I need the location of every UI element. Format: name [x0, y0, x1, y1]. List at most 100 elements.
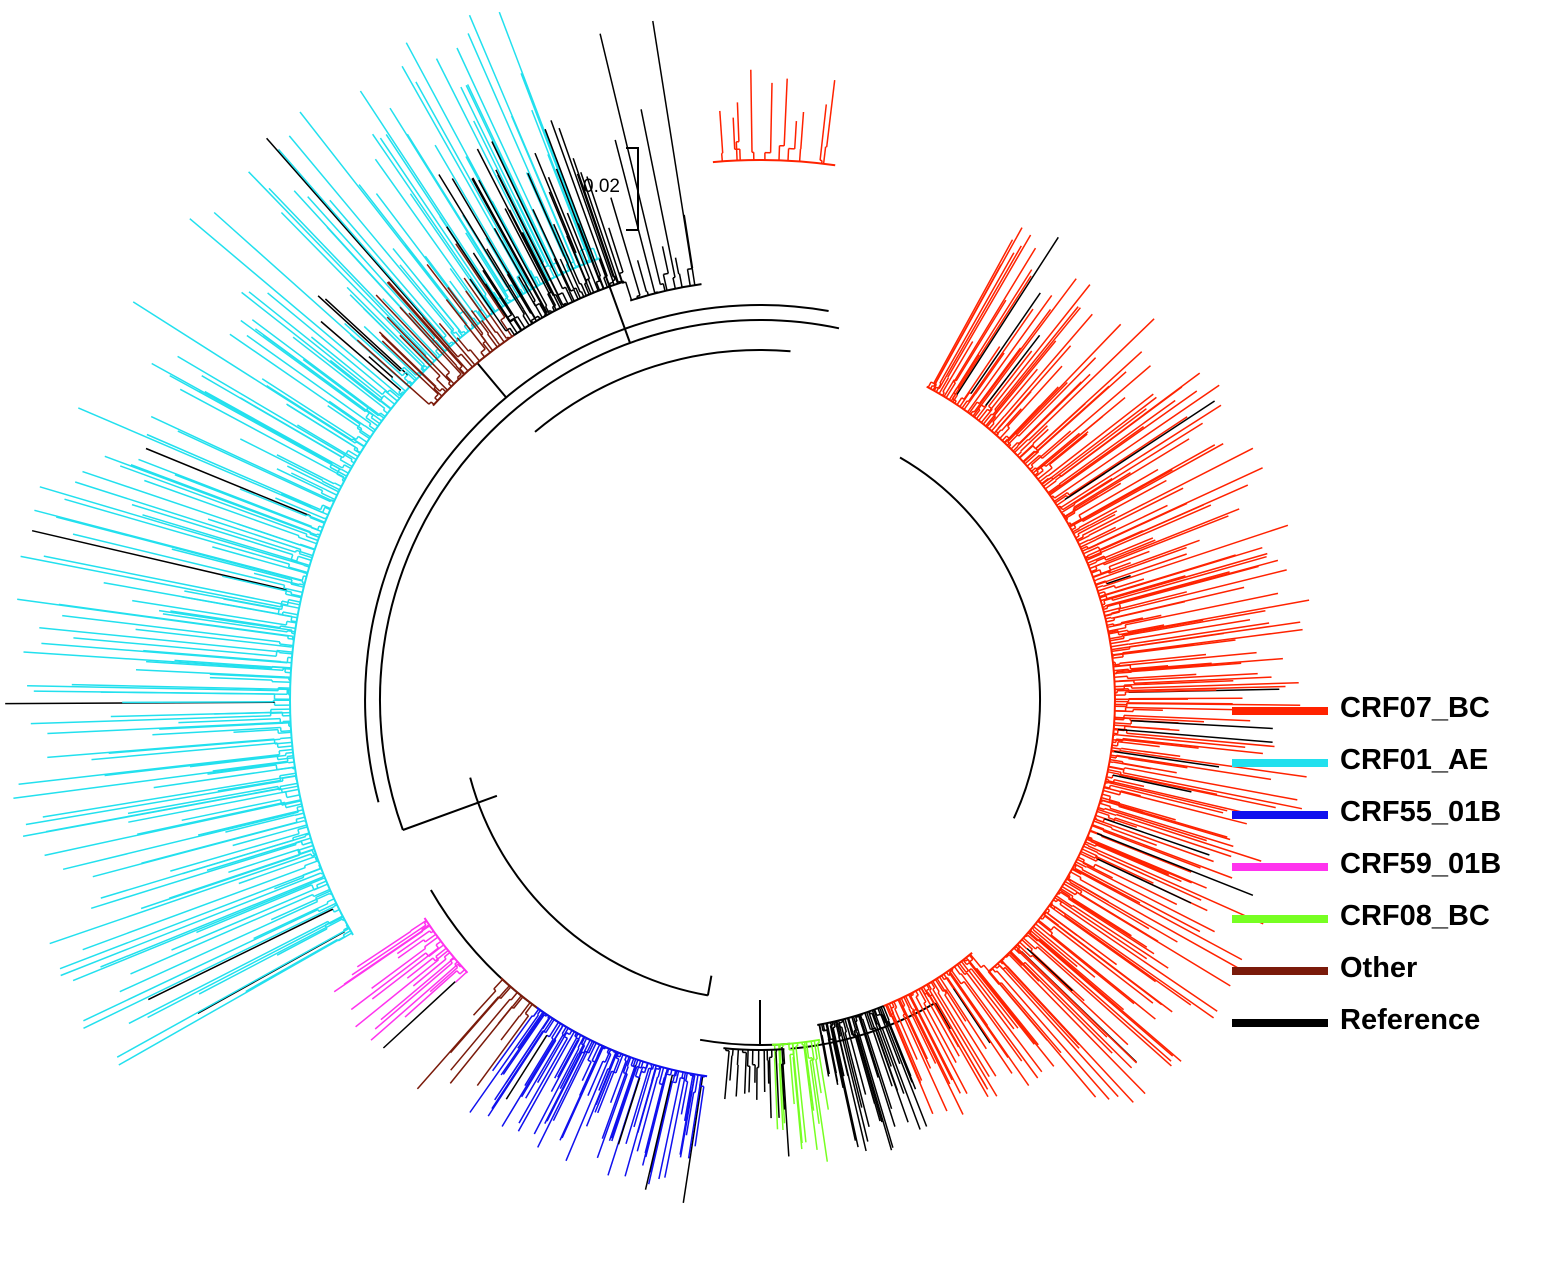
clade-sub-arc [890, 1015, 893, 1018]
clade-sub-arc [480, 348, 486, 353]
clade-branch [672, 277, 677, 289]
leaf-branch [536, 1032, 568, 1083]
leaf-branch [923, 1002, 957, 1063]
clade-branch [1114, 679, 1134, 683]
backbone-arc [378, 318, 840, 831]
clade-branch [352, 438, 365, 447]
clade-sub-arc [279, 775, 282, 781]
clade-branch [1104, 613, 1112, 617]
leaf-branch [498, 11, 591, 250]
leaf-branch [544, 1045, 586, 1124]
leaf-branch [1035, 928, 1096, 978]
leaf-branch [381, 340, 439, 395]
clade-branch [322, 483, 339, 493]
leaf-branch [324, 298, 409, 376]
leaf-branch [743, 1052, 748, 1094]
leaf-branch [162, 613, 288, 633]
legend-swatch-crf59-01b [1232, 863, 1328, 871]
leaf-branch [550, 120, 608, 277]
clade-sub-arc [612, 279, 616, 282]
clade-branch [481, 308, 489, 318]
leaf-branch [518, 1037, 569, 1124]
clade-branch [350, 460, 355, 464]
clade-sub-arc [480, 333, 484, 336]
clade-branch [788, 1043, 791, 1050]
clade-branch [1087, 836, 1093, 840]
clade-branch [281, 800, 302, 806]
clade-branch [1066, 877, 1080, 886]
clade-branch [932, 383, 938, 391]
clade-branch [782, 1049, 786, 1064]
leaf-branch [1047, 393, 1154, 477]
clade-sub-arc [315, 897, 319, 902]
clade-branch [364, 425, 375, 433]
leaf-branch [1095, 504, 1168, 541]
leaf-branch [1035, 432, 1080, 471]
leaf-branch [1122, 737, 1263, 755]
clade-branch [368, 425, 376, 431]
leaf-branch [1113, 778, 1145, 788]
clade-sub-arc [1079, 877, 1082, 880]
clade-branch [280, 736, 292, 740]
clade-branch [1032, 925, 1037, 930]
leaf-branch [679, 1090, 693, 1155]
clade-branch [562, 1027, 569, 1037]
leaf-branch [178, 717, 281, 724]
leaf-branch [25, 780, 283, 826]
leaf-branch [1120, 617, 1144, 624]
leaf-branch [350, 952, 427, 1011]
clade-branch [318, 902, 337, 913]
leaf-branch [1095, 843, 1182, 883]
clade-branch [544, 306, 551, 314]
leaf-branch [950, 973, 1030, 1087]
leaf-branch [856, 1035, 883, 1123]
clade-branch [357, 435, 368, 443]
leaf-branch [597, 1058, 620, 1114]
backbone-arc [469, 777, 709, 997]
leaf-branch [170, 610, 281, 629]
leaf-branch [682, 1076, 704, 1204]
clade-branch [423, 920, 428, 924]
clade-branch [271, 665, 292, 669]
clade-branch [279, 772, 296, 777]
clade-branch [509, 327, 516, 336]
clade-sub-arc [317, 909, 320, 912]
leaf-branch [1116, 754, 1272, 781]
leaf-branch [973, 308, 1052, 413]
leaf-branch [1068, 416, 1188, 496]
leaf-branch [100, 691, 288, 696]
leaf-branch [396, 930, 431, 955]
clade-branch [918, 988, 927, 1003]
clade-branch [1035, 469, 1044, 478]
leaf-branch [317, 295, 402, 372]
leaf-branch [1120, 790, 1141, 797]
leaf-branch [1113, 639, 1236, 657]
leaf-branch [821, 1034, 831, 1075]
leaf-branch [1122, 628, 1303, 654]
leaf-branch [238, 855, 316, 885]
leaf-branch [1104, 571, 1230, 607]
clade-branch [482, 342, 491, 353]
leaf-branch [1106, 575, 1186, 600]
clade-sub-arc [1053, 906, 1056, 910]
leaf-branch [1128, 757, 1188, 769]
leaf-branch [566, 212, 599, 291]
clade-sub-arc [285, 621, 288, 626]
clade-branch [1114, 710, 1134, 713]
clade-sub-arc [326, 901, 329, 904]
clade-branch [681, 1071, 684, 1079]
leaf-branch [49, 853, 312, 945]
clade-sub-arc [1028, 929, 1031, 933]
clade-branch [1077, 535, 1090, 543]
leaf-branch [947, 234, 1032, 378]
leaf-branch [174, 659, 286, 669]
leaf-branch [882, 1014, 928, 1127]
leaf-branch [1054, 384, 1220, 499]
leaf-branch [382, 298, 438, 357]
clade-branch [1110, 643, 1129, 648]
leaf-branch [1072, 438, 1190, 511]
leaf-branch [116, 928, 349, 1058]
clade-branch [575, 287, 582, 299]
clade-arc [723, 1047, 785, 1051]
leaf-branch [119, 900, 318, 993]
